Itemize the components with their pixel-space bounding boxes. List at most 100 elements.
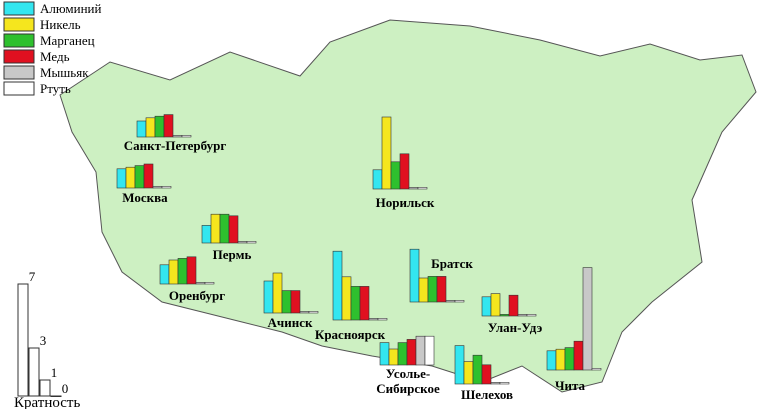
bar: [418, 277, 429, 303]
bar: [143, 163, 154, 189]
city-label: Улан-Удэ: [488, 320, 543, 335]
legend-label: Медь: [40, 49, 70, 64]
bar: [436, 276, 447, 303]
bar: [499, 382, 510, 385]
bar: [359, 286, 370, 321]
bar: [372, 169, 383, 190]
bar: [573, 340, 584, 371]
scale-bar: [17, 283, 29, 397]
bar: [228, 215, 239, 244]
scale-value: 0: [62, 381, 69, 396]
bar: [526, 314, 537, 317]
bar: [237, 241, 248, 244]
bar: [377, 318, 388, 321]
bar: [564, 347, 575, 371]
bar: [168, 259, 179, 285]
bar: [246, 241, 257, 244]
city-label: Братск: [431, 256, 473, 271]
bar: [517, 314, 528, 317]
bar: [350, 286, 361, 321]
scale-bar: [39, 379, 51, 397]
bar: [219, 213, 230, 244]
legend-label: Марганец: [40, 33, 95, 48]
scale-bar: [50, 395, 62, 397]
bar: [381, 116, 392, 190]
city-label: Санкт-Петербург: [124, 138, 227, 153]
bar: [582, 267, 593, 371]
scale-bar: [28, 347, 40, 397]
bar: [201, 225, 212, 244]
scale-value: 7: [29, 269, 36, 284]
bar: [159, 264, 170, 285]
bar: [408, 187, 419, 190]
bar: [299, 311, 310, 314]
bar: [263, 280, 274, 314]
legend-label: Никель: [40, 17, 81, 32]
bar: [195, 282, 206, 285]
legend-swatch: [3, 33, 35, 48]
bar: [154, 115, 165, 138]
scale-value: 1: [51, 365, 58, 380]
bar: [472, 354, 483, 385]
bar: [424, 335, 435, 366]
city-label: Норильск: [376, 195, 435, 210]
bar: [481, 364, 492, 385]
bar: [454, 345, 465, 385]
bar: [399, 153, 410, 190]
bar: [406, 339, 417, 366]
bar: [490, 293, 501, 317]
russia-map: [59, 19, 757, 393]
bar: [161, 186, 172, 189]
bar: [417, 187, 428, 190]
legend-label: Алюминий: [40, 1, 102, 16]
city-label: Оренбург: [169, 288, 225, 303]
city-label: Ачинск: [268, 315, 313, 330]
bar: [591, 368, 602, 371]
legend-label: Мышьяк: [40, 65, 89, 80]
bar: [490, 382, 501, 385]
legend-swatch: [3, 81, 35, 96]
bar: [177, 258, 188, 285]
bar: [499, 314, 510, 317]
bar: [116, 168, 127, 189]
scale-title: Кратность: [14, 395, 80, 409]
bar: [204, 282, 215, 285]
bar: [397, 342, 408, 366]
bar: [145, 117, 156, 138]
bar: [172, 135, 183, 138]
bar: [546, 350, 557, 371]
bar: [332, 250, 343, 321]
bar: [379, 342, 390, 366]
legend-label: Ртуть: [40, 81, 71, 96]
bar: [463, 361, 474, 385]
bar: [125, 166, 136, 189]
city-label: Чита: [555, 378, 586, 393]
city-label: Красноярск: [315, 327, 386, 342]
city-label: Москва: [122, 190, 168, 205]
bar: [388, 348, 399, 366]
legend-swatch: [3, 1, 35, 16]
bar: [445, 300, 456, 303]
bar: [390, 161, 401, 190]
bar: [454, 300, 465, 303]
bar: [555, 348, 566, 371]
bar: [181, 135, 192, 138]
bar: [415, 335, 426, 366]
bar: [409, 248, 420, 303]
bar: [134, 165, 145, 189]
bar: [136, 120, 147, 138]
bar: [341, 276, 352, 321]
scale-value: 3: [40, 333, 47, 348]
bar: [308, 311, 319, 314]
city-label: Пермь: [213, 247, 252, 262]
legend-swatch: [3, 49, 35, 64]
bar: [508, 294, 519, 317]
bar: [272, 272, 283, 314]
legend-swatch: [3, 17, 35, 32]
bar: [152, 186, 163, 189]
bar: [210, 213, 221, 244]
bar: [281, 290, 292, 314]
city-label: Усолье-: [386, 366, 431, 381]
bar: [163, 114, 174, 138]
